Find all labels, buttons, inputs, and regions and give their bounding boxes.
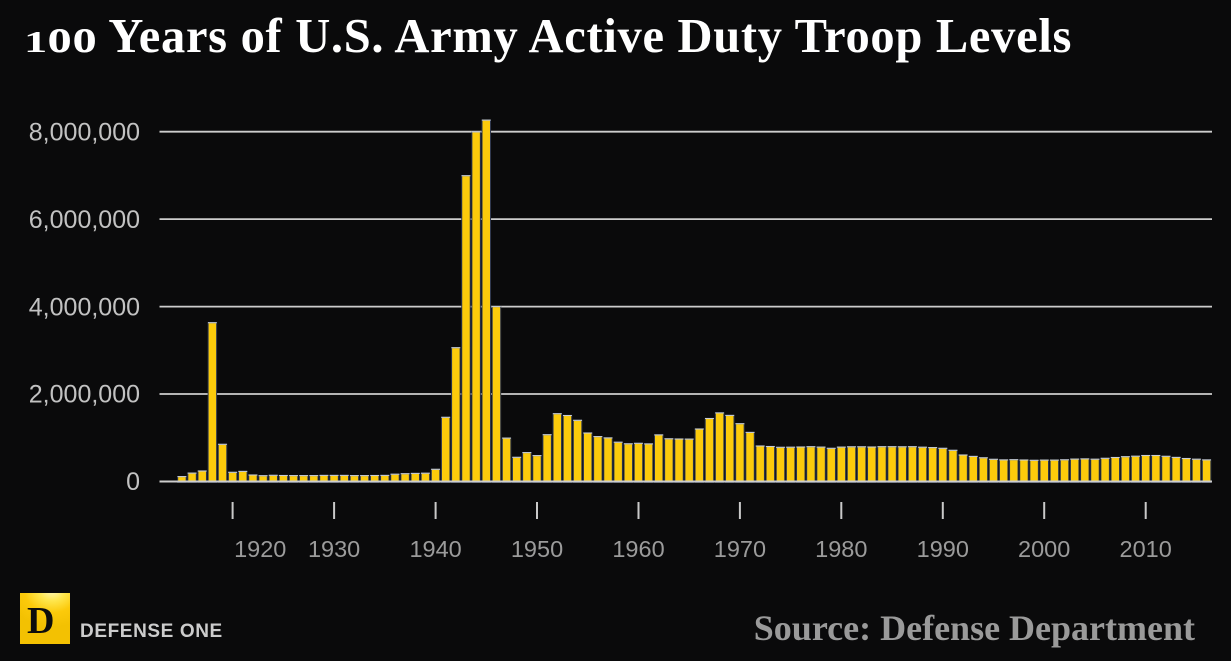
svg-text:6,000,000: 6,000,000 bbox=[29, 206, 140, 234]
svg-text:2,000,000: 2,000,000 bbox=[29, 381, 140, 409]
svg-text:2000: 2000 bbox=[1018, 536, 1070, 562]
svg-text:1970: 1970 bbox=[714, 536, 766, 562]
svg-text:4,000,000: 4,000,000 bbox=[29, 293, 140, 321]
svg-text:1990: 1990 bbox=[917, 536, 969, 562]
svg-text:1940: 1940 bbox=[409, 536, 461, 562]
svg-text:2010: 2010 bbox=[1120, 536, 1172, 562]
svg-text:1930: 1930 bbox=[308, 536, 360, 562]
svg-text:0: 0 bbox=[126, 468, 140, 496]
svg-text:1960: 1960 bbox=[612, 536, 664, 562]
svg-text:1950: 1950 bbox=[511, 536, 563, 562]
svg-text:1920: 1920 bbox=[234, 536, 286, 562]
svg-text:8,000,000: 8,000,000 bbox=[29, 118, 140, 146]
svg-text:1980: 1980 bbox=[815, 536, 867, 562]
